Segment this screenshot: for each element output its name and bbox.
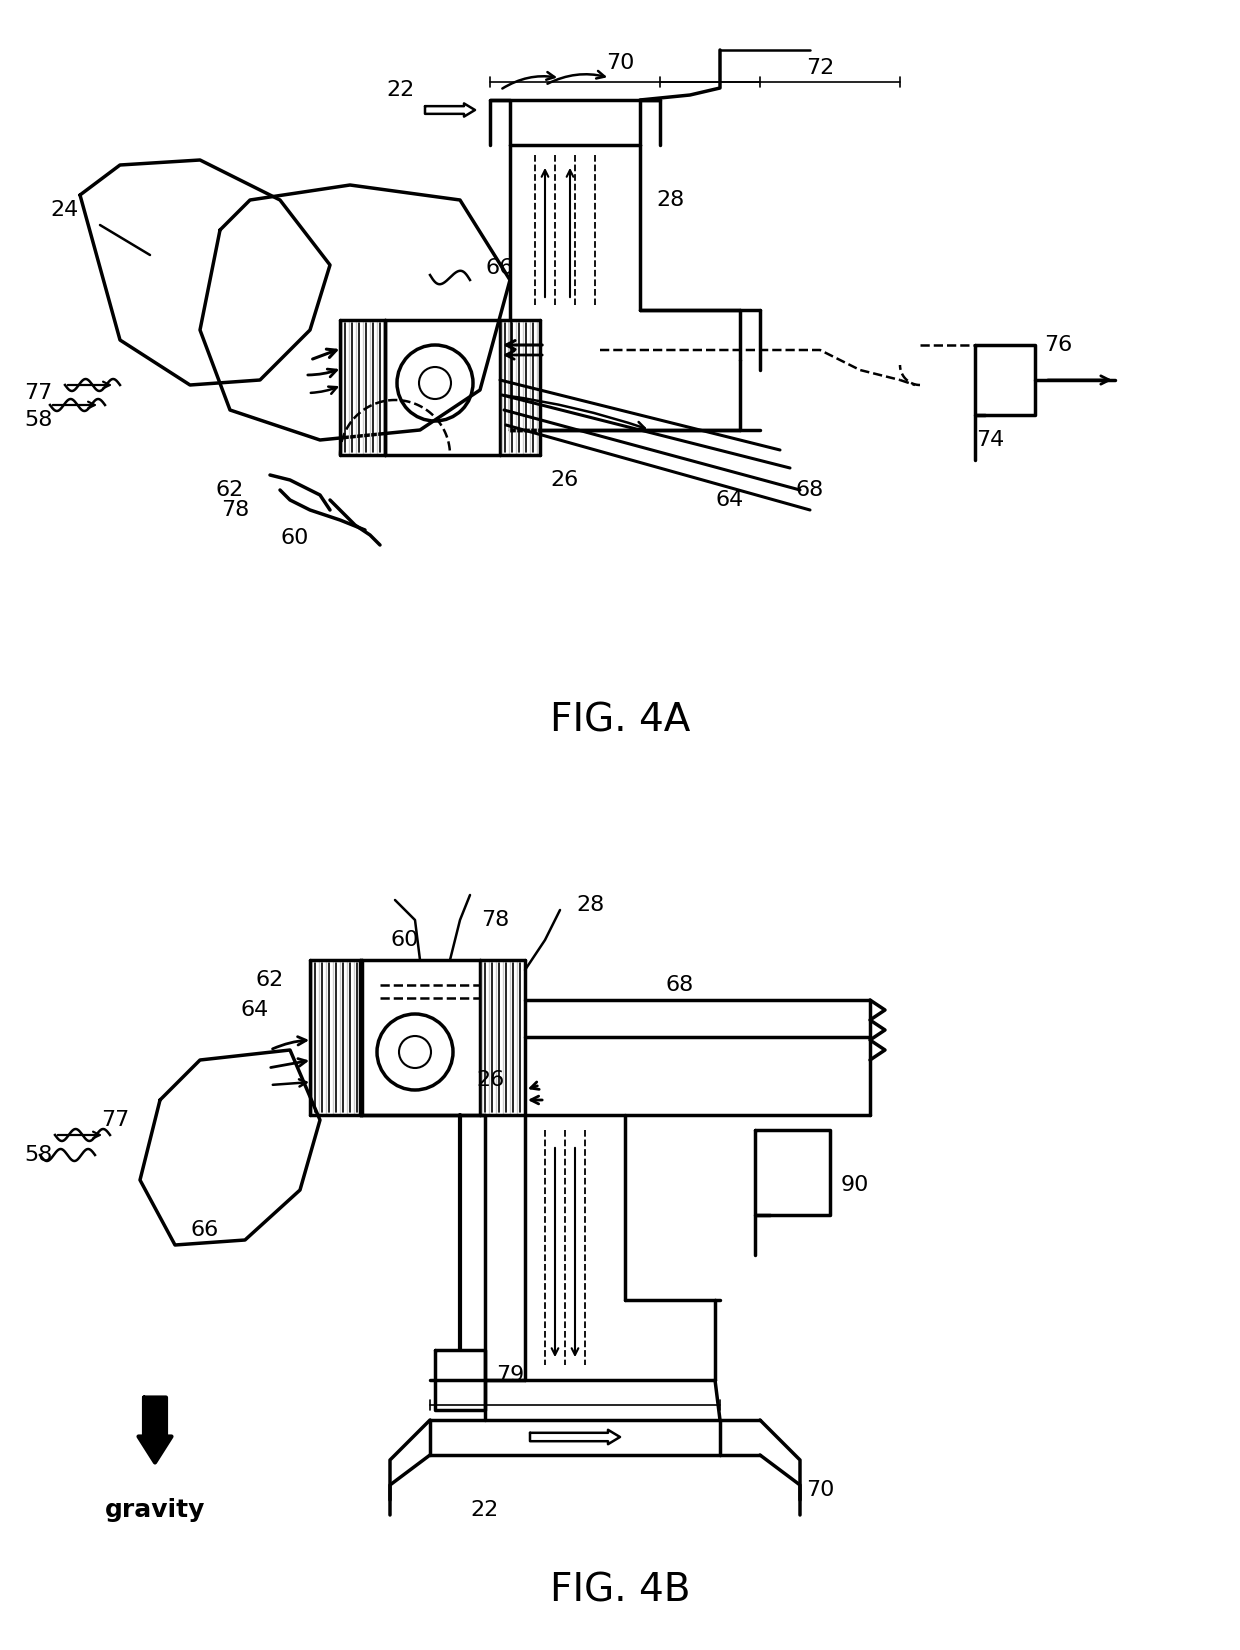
Text: 90: 90 bbox=[841, 1175, 869, 1195]
Text: 64: 64 bbox=[715, 490, 744, 510]
Text: 66: 66 bbox=[486, 257, 515, 277]
Text: 62: 62 bbox=[216, 480, 244, 500]
Text: 70: 70 bbox=[606, 53, 634, 73]
Text: 70: 70 bbox=[806, 1480, 835, 1500]
Text: FIG. 4B: FIG. 4B bbox=[549, 1571, 691, 1609]
Text: 26: 26 bbox=[551, 470, 579, 490]
Text: 60: 60 bbox=[280, 528, 309, 548]
Text: 79: 79 bbox=[496, 1365, 525, 1384]
Text: 24: 24 bbox=[51, 200, 79, 219]
Text: 77: 77 bbox=[100, 1110, 129, 1130]
Polygon shape bbox=[139, 1398, 171, 1462]
Text: 22: 22 bbox=[471, 1500, 500, 1520]
Text: FIG. 4A: FIG. 4A bbox=[549, 701, 691, 739]
Text: 78: 78 bbox=[221, 500, 249, 520]
Text: 68: 68 bbox=[666, 975, 694, 995]
Text: 64: 64 bbox=[241, 1000, 269, 1020]
Text: 22: 22 bbox=[386, 79, 414, 101]
Text: 66: 66 bbox=[191, 1219, 219, 1241]
Text: 76: 76 bbox=[1044, 335, 1073, 355]
Text: 78: 78 bbox=[481, 911, 510, 931]
Text: 77: 77 bbox=[24, 383, 52, 403]
Text: 62: 62 bbox=[255, 970, 284, 990]
Text: 58: 58 bbox=[24, 1145, 52, 1165]
Text: 68: 68 bbox=[796, 480, 825, 500]
Text: 72: 72 bbox=[806, 58, 835, 78]
Text: 74: 74 bbox=[976, 431, 1004, 450]
Text: 28: 28 bbox=[656, 190, 684, 210]
Text: gravity: gravity bbox=[105, 1498, 205, 1521]
Text: 58: 58 bbox=[24, 409, 52, 431]
Text: 60: 60 bbox=[391, 931, 419, 950]
Text: 28: 28 bbox=[575, 894, 604, 916]
Text: 26: 26 bbox=[476, 1069, 505, 1091]
